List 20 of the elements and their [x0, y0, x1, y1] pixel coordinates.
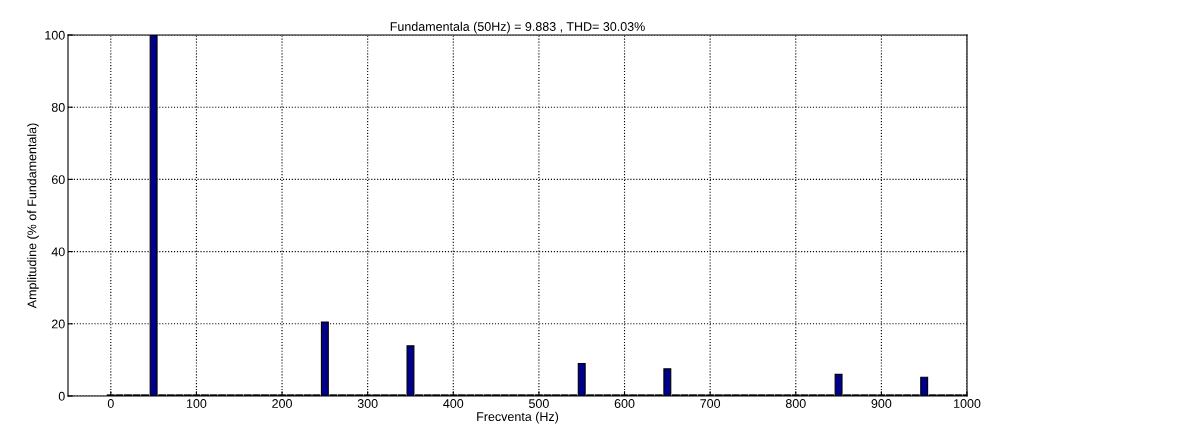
y-tick-label: 0 — [58, 391, 65, 401]
y-axis-title: Amplitudine (% of Fundamentala) — [27, 123, 39, 309]
y-tick-label: 80 — [51, 103, 65, 112]
x-tick-label: 900 — [871, 399, 892, 408]
x-tick-label: 100 — [186, 399, 207, 408]
y-tick-label: 60 — [51, 175, 65, 185]
x-tick-label: 400 — [443, 399, 464, 408]
y-tick-label: 100 — [45, 30, 65, 40]
x-tick-label: 800 — [785, 399, 806, 408]
x-tick-label: 500 — [528, 399, 549, 408]
y-tick-label: 40 — [51, 247, 65, 257]
y-tick-label: 20 — [51, 319, 65, 329]
x-axis-title: Frecventa (Hz) — [477, 411, 559, 424]
x-tick-label: 1000 — [954, 399, 981, 408]
x-tick-label: 200 — [272, 399, 292, 408]
x-tick-label: 0 — [107, 399, 114, 408]
x-tick-label: 600 — [614, 399, 635, 408]
x-tick-label: 300 — [357, 399, 378, 408]
chart-title: Fundamentala (50Hz) = 9.883 , THD= 30.03% — [390, 21, 645, 34]
x-tick-label: 700 — [700, 399, 721, 408]
